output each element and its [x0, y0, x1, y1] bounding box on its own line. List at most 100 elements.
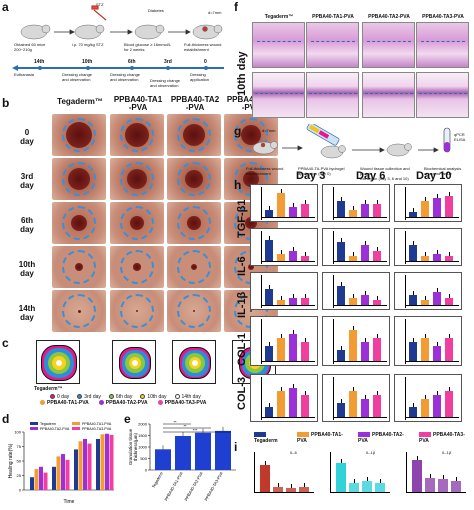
bar [409, 212, 417, 218]
error-bar [449, 252, 450, 257]
error-bar [377, 334, 378, 338]
bar [349, 391, 357, 418]
bar [301, 256, 309, 262]
x-axis [330, 492, 390, 493]
bar [195, 432, 211, 470]
error-bar [293, 246, 294, 251]
error-bar [443, 475, 444, 480]
bar [445, 195, 453, 218]
x-axis [333, 261, 387, 262]
bar [96, 438, 100, 490]
bar [421, 256, 429, 262]
bar [78, 441, 83, 490]
bar [65, 459, 70, 490]
day-header: Day 3 [296, 170, 326, 182]
wound-photo [110, 290, 164, 332]
timeline-note: Dressing change and observation [150, 78, 181, 88]
histology-image [306, 72, 359, 118]
legend-label: PPBA40-TA2-PVA [40, 427, 70, 431]
x-axis [261, 305, 315, 306]
wound-area [75, 263, 83, 271]
legend-swatch [30, 427, 38, 430]
histology-image [416, 72, 469, 118]
y-tick-label: 50 [17, 459, 22, 464]
bar [52, 466, 56, 490]
mouse-icon [320, 145, 346, 159]
category-label: Tegaderm [151, 470, 165, 488]
bar [361, 245, 369, 262]
error-bar [305, 338, 306, 342]
y-axis [261, 377, 262, 420]
cytokine-bar-chart: IL-1β [320, 448, 392, 504]
error-bar [437, 342, 438, 346]
bar [361, 342, 369, 362]
wound-area [66, 122, 92, 148]
mouse-icon [252, 141, 278, 155]
y-axis [261, 275, 262, 308]
error-bar [304, 482, 305, 487]
bar [289, 250, 297, 262]
x-axis [254, 492, 314, 493]
category-label: PPBA40-TA1-PVA [163, 471, 184, 502]
granulation-svg: Tegaderm PPBA40-TA1-PVA PPBA40-TA2-PVA PPBA… [128, 420, 236, 502]
error-bar [456, 477, 457, 482]
bar [74, 449, 78, 490]
error-bar [341, 197, 342, 202]
bar [421, 300, 429, 306]
bar [277, 300, 285, 306]
panel-label-f: f [234, 0, 238, 14]
y-axis-label: Granulation tissue [128, 428, 133, 465]
timeline-tick: 3rd [164, 59, 172, 65]
bar [265, 239, 273, 262]
timeline-note: Dressing change and observation [62, 72, 93, 82]
error-bar [425, 334, 426, 338]
histology-image [362, 22, 415, 68]
legend-label: 0 day [57, 394, 70, 400]
dashed-boundary [257, 41, 301, 42]
row-label: 0 day [20, 128, 34, 146]
bar [409, 406, 417, 418]
legend-label: 10th day [147, 394, 167, 400]
category-label: PPBA40-TA2-PVA [183, 471, 204, 502]
wound-area [183, 124, 205, 146]
bar [433, 395, 441, 418]
error-bar [353, 252, 354, 257]
bar [361, 294, 369, 306]
error-bar [437, 391, 438, 396]
bar [361, 204, 369, 218]
wound-photo [167, 202, 221, 244]
wound-boundary-ring [177, 294, 211, 328]
bar [277, 192, 285, 218]
bar [421, 399, 429, 418]
significance-label: ** [183, 424, 187, 429]
bar [289, 297, 297, 306]
mini-bar-chart [394, 374, 462, 422]
row-label: 14th day [18, 304, 36, 322]
bar [433, 292, 441, 306]
legend-swatch [72, 422, 80, 425]
syringe-icon [306, 122, 340, 146]
error-bar [353, 326, 354, 330]
wound-boundary-ring [120, 118, 154, 152]
mouse-icon [386, 143, 412, 157]
y-tick-label: 2000 [138, 422, 148, 427]
error-bar [449, 191, 450, 196]
legend-label: PPBA40-TA3-PVA [164, 400, 207, 406]
panel-label-a: a [2, 0, 9, 14]
dashed-boundary [367, 41, 411, 42]
bar [421, 338, 429, 362]
y-axis-label: thickness(μm) [133, 432, 138, 461]
step-label: Biochemical analysis of wound tissue [424, 166, 462, 176]
row-label: 6th day [20, 216, 34, 234]
wound-area [249, 309, 253, 313]
wound-photo [167, 114, 221, 156]
error-bar [437, 194, 438, 199]
bar [265, 209, 273, 218]
bar [445, 256, 453, 262]
error-bar [430, 473, 431, 478]
error-bar [377, 246, 378, 251]
bar [337, 286, 345, 306]
error-bar [367, 477, 368, 482]
bar [299, 486, 309, 492]
wound-diameter-label: d=7mm [262, 128, 276, 133]
